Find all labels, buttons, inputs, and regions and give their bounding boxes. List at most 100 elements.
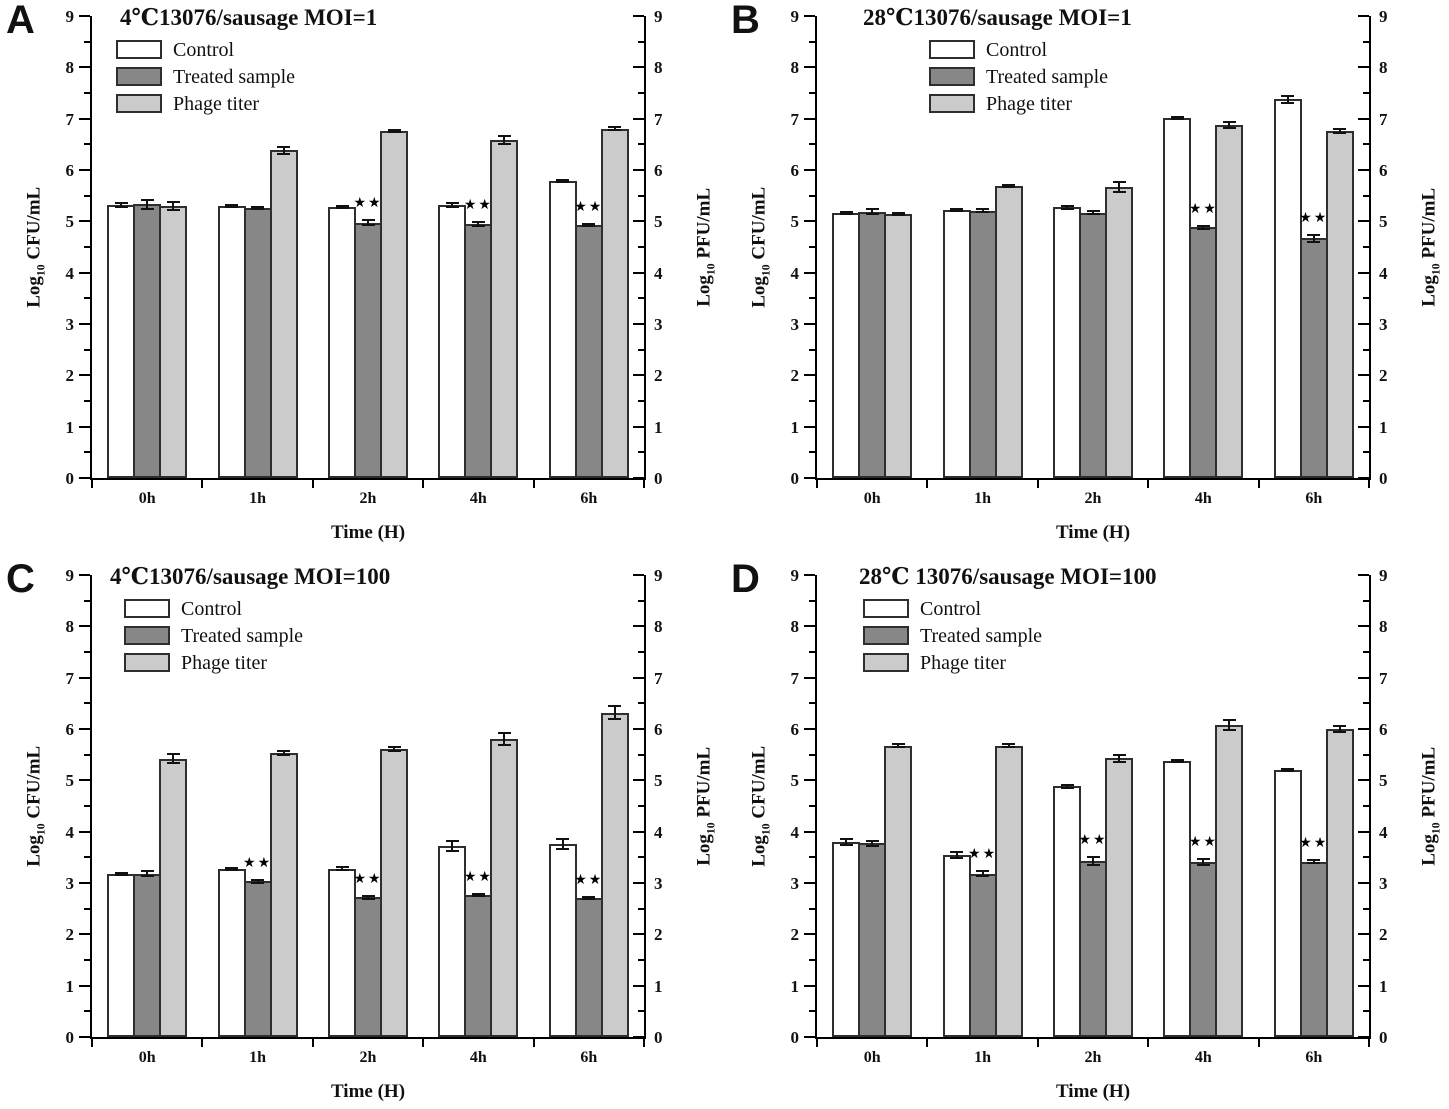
- legend-item-control: Control: [124, 595, 303, 622]
- y-major-tick: [79, 779, 90, 782]
- y-tick-label-left: 8: [65, 617, 75, 637]
- error-bar-cap: [225, 866, 239, 869]
- y-major-tick: [1358, 625, 1369, 628]
- y-axis-title-left-sub: 10: [759, 823, 773, 836]
- bar-phage-1h: [269, 753, 298, 1037]
- error-bar-cap: [387, 746, 401, 749]
- error-bar-cap: [471, 224, 485, 227]
- significance-marker: ★★: [353, 870, 383, 887]
- error-bar-cap: [166, 762, 180, 765]
- y-minor-tick: [1363, 753, 1369, 756]
- legend-label-phage: Phage titer: [920, 651, 1007, 674]
- y-tick-label-right: 7: [1379, 109, 1388, 129]
- error-bar-cap: [1281, 94, 1295, 97]
- panel-A: A 0 0 1 1 2 2 3 3 4 4 5 5 6 6 7 7 8 8 9 9 0h 1h ★★ 2h ★★ 4h ★★ 6h 4℃1…: [0, 0, 724, 550]
- error-bar-cap: [1196, 227, 1210, 230]
- bar-treated-6h: [1299, 861, 1328, 1037]
- error-bar-cap: [471, 220, 485, 223]
- error-bar-cap: [608, 717, 622, 720]
- y-major-tick: [1358, 779, 1369, 782]
- error-bar-cap: [1196, 225, 1210, 228]
- error-bar-cap: [445, 839, 459, 842]
- y-tick-label-right: 0: [1379, 1028, 1388, 1047]
- legend-swatch-phage: [863, 653, 909, 672]
- y-major-tick: [804, 15, 815, 17]
- legend-label-control: Control: [173, 38, 235, 61]
- bar-phage-4h: [1215, 724, 1244, 1037]
- bar-treated-1h: [243, 207, 272, 478]
- y-major-tick: [79, 882, 90, 884]
- y-tick-label-left: 9: [790, 566, 800, 585]
- error-bar-cap: [1086, 856, 1100, 859]
- significance-marker: ★★: [1188, 834, 1218, 851]
- bar-treated-0h: [858, 843, 887, 1037]
- y-tick-label-right: 1: [1379, 976, 1388, 996]
- y-minor-tick: [84, 246, 90, 248]
- y-major-tick: [633, 220, 644, 223]
- bar-control-6h: [548, 180, 577, 478]
- legend-label-control: Control: [986, 38, 1048, 61]
- x-tick: [1368, 1039, 1370, 1047]
- y-minor-tick: [84, 400, 90, 402]
- y-minor-tick: [809, 143, 815, 146]
- y-tick-label-left: 4: [790, 822, 800, 842]
- error-bar-cap: [251, 882, 265, 884]
- y-minor-tick: [809, 194, 815, 197]
- error-bar: [1092, 211, 1094, 215]
- y-tick-label-right: 2: [654, 925, 663, 945]
- bar-control-1h: [942, 854, 971, 1037]
- x-category-label: 2h: [1084, 1049, 1102, 1066]
- y-minor-tick: [1363, 246, 1369, 248]
- error-bar: [1118, 181, 1120, 193]
- y-tick-label-right: 3: [654, 874, 663, 893]
- y-major-tick: [79, 117, 90, 120]
- legend-item-treated: Treated sample: [124, 622, 303, 649]
- x-tick: [91, 480, 93, 488]
- error-bar-cap: [166, 753, 180, 756]
- y-axis-title-right-sub: 10: [704, 263, 718, 276]
- y-tick-label-right: 4: [654, 822, 663, 842]
- error-bar: [172, 202, 175, 210]
- panel-D: D 0 0 1 1 2 2 3 3 4 4 5 5 6 6 7 7 8 8 9 9 0h ★★ 1h ★★ 2h ★★ 4h ★★ 6h 2…: [725, 559, 1449, 1109]
- legend-swatch-phage: [929, 94, 975, 113]
- error-bar-cap: [335, 866, 349, 869]
- y-major-tick: [633, 477, 644, 479]
- y-axis-title-left: Log10 CFU/mL: [24, 575, 48, 1037]
- x-tick: [532, 1039, 535, 1047]
- error-bar-cap: [582, 224, 596, 227]
- x-tick: [816, 480, 818, 488]
- y-major-tick: [79, 271, 90, 274]
- legend-item-treated: Treated sample: [929, 63, 1108, 90]
- bar-control-0h: [107, 873, 136, 1037]
- y-axis-right: [1369, 575, 1371, 1039]
- y-major-tick: [79, 676, 90, 679]
- significance-marker: ★★: [968, 846, 998, 863]
- bar-treated-2h: [1079, 860, 1107, 1037]
- error-bar-cap: [387, 131, 401, 133]
- bar-phage-2h: [380, 749, 408, 1037]
- bar-treated-4h: [464, 223, 493, 478]
- y-minor-tick: [1363, 400, 1369, 402]
- y-major-tick: [633, 271, 644, 274]
- y-tick-label-right: 5: [1379, 212, 1388, 232]
- y-minor-tick: [809, 651, 815, 653]
- y-tick-label-left: 5: [790, 771, 800, 791]
- y-major-tick: [804, 66, 815, 69]
- y-tick-label-left: 5: [65, 771, 75, 791]
- y-minor-tick: [809, 246, 815, 248]
- y-major-tick: [804, 323, 815, 325]
- y-minor-tick: [809, 297, 815, 300]
- y-tick-label-left: 6: [790, 720, 800, 739]
- y-major-tick: [633, 779, 644, 782]
- error-bar-cap: [277, 152, 291, 155]
- legend-swatch-treated: [863, 626, 909, 645]
- y-tick-label-right: 4: [1379, 263, 1388, 283]
- error-bar-cap: [387, 749, 401, 752]
- y-minor-tick: [84, 194, 90, 197]
- legend: Control Treated sample Phage titer: [929, 36, 1108, 117]
- y-tick-label-left: 3: [65, 315, 75, 334]
- y-axis-title-left-pre: Log: [748, 276, 770, 308]
- error-bar-cap: [1196, 858, 1210, 861]
- y-major-tick: [79, 574, 90, 576]
- error-bar-cap: [1060, 786, 1074, 789]
